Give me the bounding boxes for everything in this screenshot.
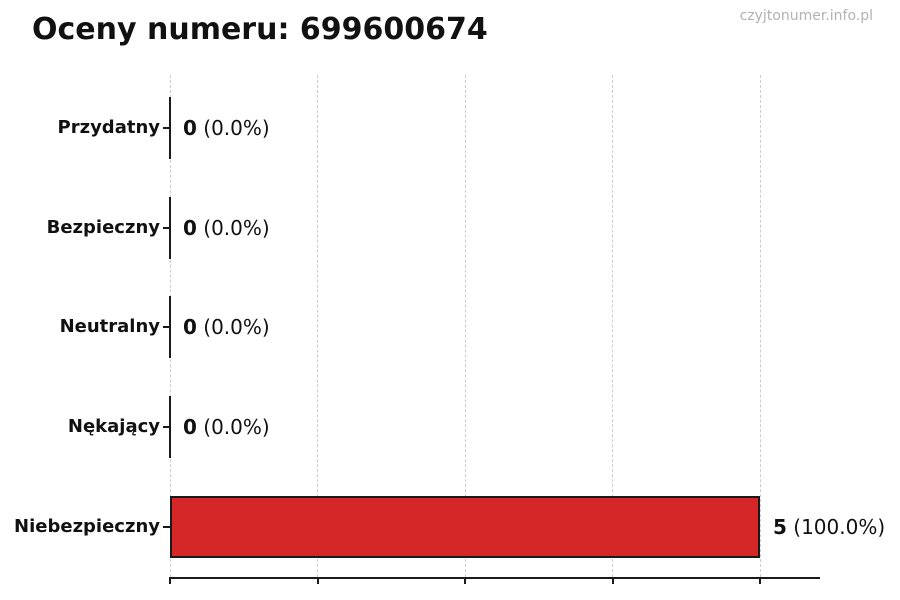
category-tick <box>163 326 170 328</box>
x-axis-tick <box>316 579 319 584</box>
value-percent: (0.0%) <box>196 415 270 439</box>
x-axis-tick <box>169 579 171 584</box>
value-count: 0 <box>183 315 197 339</box>
category-label: Nękający <box>67 416 160 437</box>
value-label: 0 (0.0%) <box>183 413 270 441</box>
page-title: Oceny numeru: 699600674 <box>32 12 488 47</box>
zero-value-bar-edge <box>169 296 171 358</box>
value-count: 0 <box>183 116 197 140</box>
gridline <box>612 75 613 577</box>
x-axis-line <box>169 577 820 579</box>
gridline <box>759 75 761 577</box>
category-tick <box>163 227 170 229</box>
value-count: 0 <box>183 415 197 439</box>
gridline <box>317 75 318 577</box>
category-tick <box>163 526 170 528</box>
x-axis-tick <box>611 579 614 584</box>
value-percent: (0.0%) <box>196 116 270 140</box>
value-count: 0 <box>183 216 197 240</box>
value-percent: (100.0%) <box>786 515 886 539</box>
value-label: 5 (100.0%) <box>773 513 885 541</box>
watermark: czyjtonumer.info.pl <box>739 8 873 24</box>
zero-value-bar-edge <box>169 97 171 159</box>
category-label: Przydatny <box>57 117 160 138</box>
value-percent: (0.0%) <box>196 216 270 240</box>
category-tick <box>163 127 170 129</box>
bar-niebezpieczny <box>170 496 760 558</box>
zero-value-bar-edge <box>169 396 171 458</box>
x-axis-tick <box>464 579 466 584</box>
value-percent: (0.0%) <box>196 315 270 339</box>
value-count: 5 <box>773 515 787 539</box>
category-label: Neutralny <box>59 316 160 337</box>
value-label: 0 (0.0%) <box>183 313 270 341</box>
category-label: Niebezpieczny <box>14 516 160 537</box>
value-label: 0 (0.0%) <box>183 214 270 242</box>
zero-value-bar-edge <box>169 197 171 259</box>
category-label: Bezpieczny <box>46 217 160 238</box>
value-label: 0 (0.0%) <box>183 114 270 142</box>
category-tick <box>163 426 170 428</box>
x-axis-tick <box>759 579 761 584</box>
gridline <box>464 75 466 577</box>
